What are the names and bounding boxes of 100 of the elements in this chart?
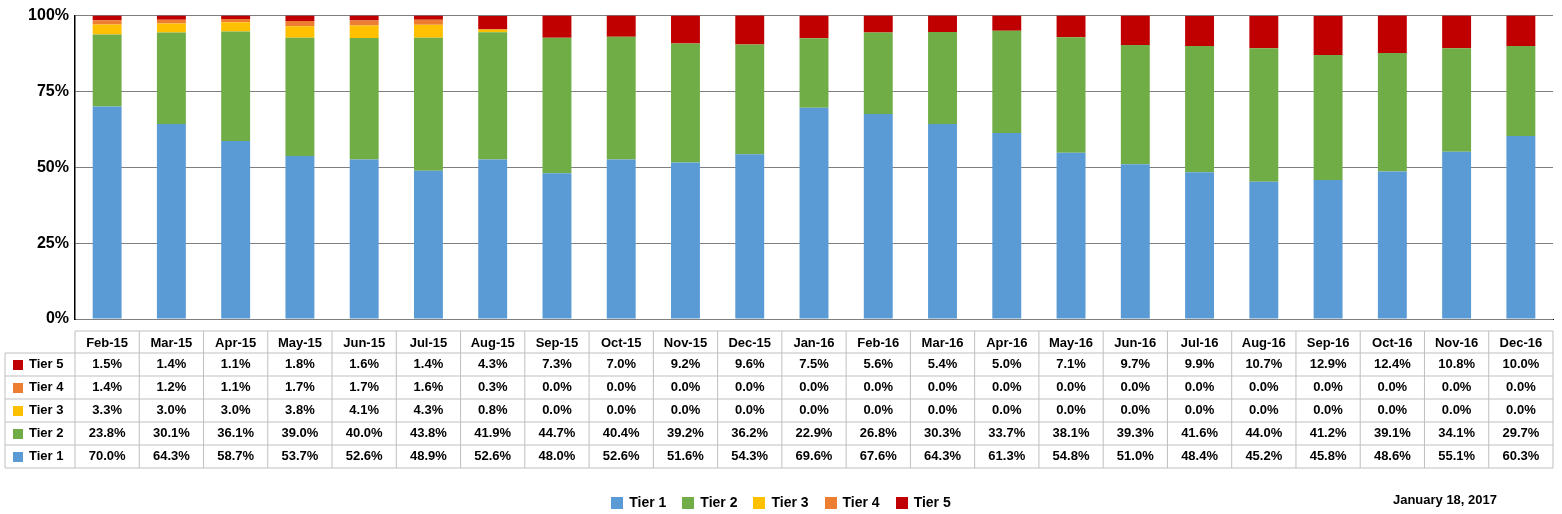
bar (1120, 15, 1150, 46)
text: Tier 1 (629, 493, 667, 510)
data-label: 3.0% (220, 402, 251, 418)
x-tick-label: May-16 (1049, 335, 1094, 351)
x-tick-label: Jul-15 (409, 335, 448, 351)
x-tick-label: Nov-16 (1434, 335, 1479, 351)
data-label: 0.8% (477, 402, 508, 418)
text: Tier 4 (842, 493, 880, 510)
bar (671, 43, 700, 163)
bar (992, 133, 1022, 319)
bar (156, 23, 186, 33)
bar (1120, 164, 1150, 319)
x-tick-label: Dec-15 (728, 335, 772, 351)
y-tick-label: 50% (36, 157, 69, 175)
text: Tier 2 (700, 493, 738, 510)
bar (1313, 55, 1343, 181)
data-label: 0.0% (1056, 402, 1087, 418)
bar (1377, 171, 1407, 319)
legend-label: Tier 5 (29, 356, 64, 372)
data-label: 0.0% (927, 379, 958, 395)
bar (221, 140, 251, 319)
data-label: 12.9% (1309, 356, 1347, 372)
data-label: 0.0% (1056, 379, 1087, 395)
bar (413, 37, 443, 171)
data-label: 0.0% (1441, 402, 1472, 418)
bar (1442, 151, 1472, 319)
data-label: 0.0% (606, 402, 637, 418)
data-label: 54.8% (1052, 448, 1090, 464)
data-label: 51.6% (667, 448, 705, 464)
bar (606, 159, 636, 319)
data-label: 30.1% (152, 425, 191, 441)
x-tick-label: Feb-15 (86, 335, 129, 351)
data-label: 0.3% (477, 379, 508, 395)
data-label: 45.8% (1309, 448, 1347, 464)
bar (992, 30, 1022, 134)
data-label: 39.0% (281, 425, 319, 441)
bar (349, 159, 379, 319)
bar (221, 18, 251, 23)
bar (285, 21, 315, 27)
data-label: 10.7% (1245, 356, 1283, 372)
bar (1185, 172, 1215, 319)
data-label: 0.0% (1506, 379, 1537, 395)
data-label: 38.1% (1052, 425, 1090, 441)
bar (478, 159, 508, 319)
bar (863, 113, 893, 319)
bar (285, 15, 315, 22)
bar (156, 32, 186, 124)
data-label: 1.4% (156, 356, 187, 372)
data-label: 40.4% (602, 425, 641, 441)
data-label: 0.0% (799, 379, 830, 395)
data-label: 0.0% (1441, 379, 1472, 395)
data-label: 41.9% (474, 425, 512, 441)
data-label: 1.7% (349, 379, 380, 395)
data-label: 41.6% (1181, 425, 1219, 441)
data-label: 0.0% (1313, 379, 1344, 395)
bar (542, 173, 572, 319)
x-tick-label: Aug-15 (470, 335, 515, 351)
bar (156, 15, 186, 20)
data-label: 0.0% (927, 402, 958, 418)
data-label: 4.3% (413, 402, 444, 418)
data-label: 30.3% (924, 425, 962, 441)
data-label: 0.0% (1377, 402, 1408, 418)
data-label: 64.3% (152, 448, 191, 464)
bar (285, 26, 315, 38)
bar (863, 32, 893, 114)
legend-label: Tier 3 (29, 402, 64, 418)
data-label: 0.0% (670, 379, 701, 395)
data-label: 69.6% (795, 448, 833, 464)
data-label: 52.6% (602, 448, 641, 464)
bar (1313, 15, 1343, 56)
data-label: 40.0% (345, 425, 384, 441)
data-label: 0.0% (1120, 402, 1151, 418)
bar (285, 37, 315, 157)
data-label: 53.7% (281, 448, 319, 464)
y-tick-label: 75% (36, 81, 69, 99)
data-label: 43.8% (410, 425, 448, 441)
data-label: 0.0% (1377, 379, 1408, 395)
x-tick-label: Apr-15 (215, 335, 257, 351)
data-label: 0.0% (863, 402, 894, 418)
data-label: 60.3% (1502, 448, 1540, 464)
data-label: 55.1% (1438, 448, 1476, 464)
data-label: 10.8% (1438, 356, 1476, 372)
bar (735, 44, 765, 155)
data-label: 64.3% (924, 448, 962, 464)
data-label: 48.9% (410, 448, 448, 464)
legend-label: Tier 1 (29, 448, 64, 464)
bar (606, 36, 636, 160)
bar (92, 34, 122, 107)
x-tick-label: Jan-16 (793, 335, 835, 351)
x-tick-label: Jun-15 (343, 335, 386, 351)
bar (735, 15, 765, 45)
data-label: 0.0% (1249, 402, 1280, 418)
text: Tier 5 (913, 493, 951, 510)
data-label: 48.6% (1373, 448, 1412, 464)
bar (413, 15, 443, 20)
data-label: 23.8% (88, 425, 126, 441)
x-tick-label: May-15 (277, 335, 322, 351)
data-label: 12.4% (1373, 356, 1412, 372)
data-label: 58.7% (217, 448, 255, 464)
data-label: 7.1% (1056, 356, 1087, 372)
